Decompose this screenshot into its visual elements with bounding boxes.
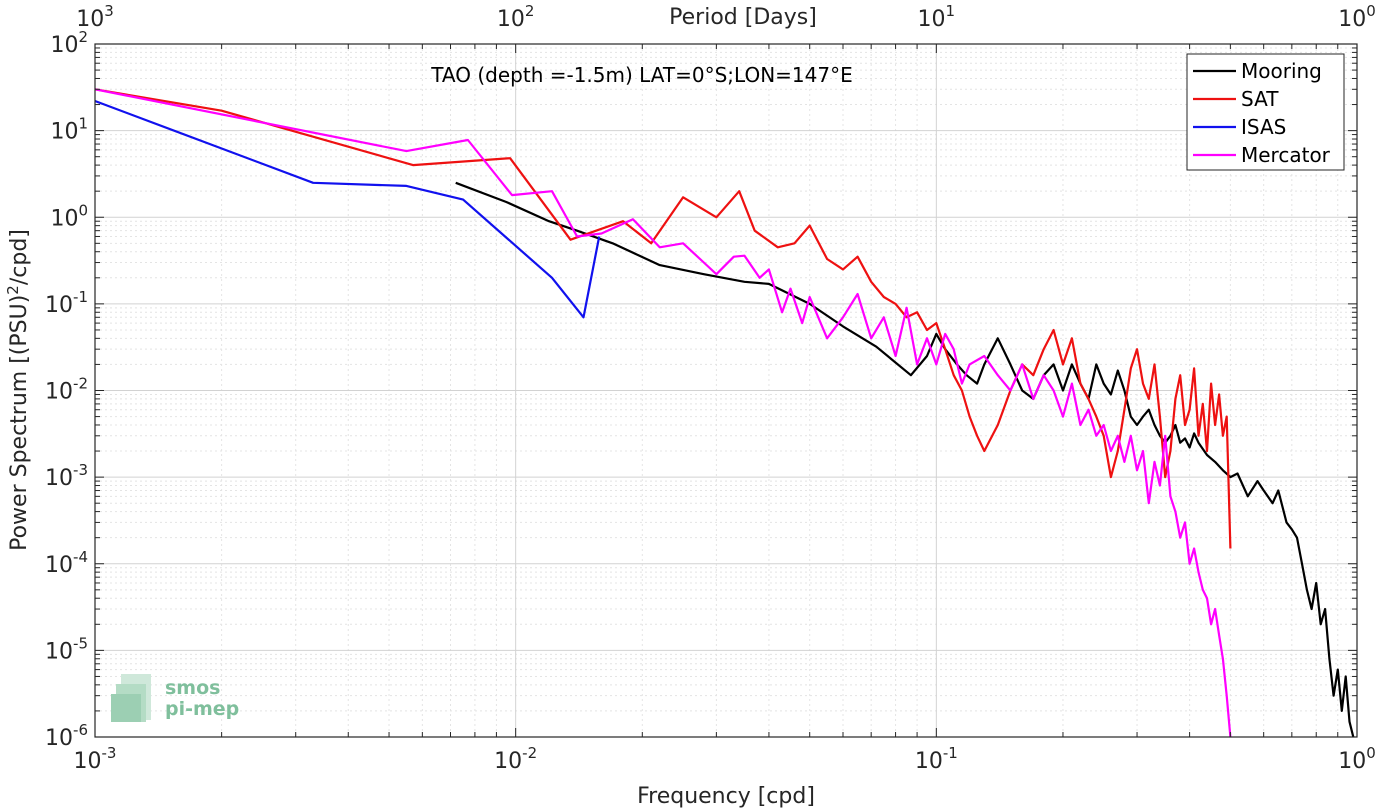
y-tick-label: 10-5 [45,634,88,664]
x-tick-label: 10-3 [74,744,117,774]
x-tick-label: 100 [1338,744,1376,774]
minor-grid [95,44,1357,737]
chart-title: TAO (depth =-1.5m) LAT=0°S;LON=147°E [430,63,852,87]
y-tick-label: 10-4 [45,548,88,578]
top-axis-label: Period [Days] [669,5,817,30]
top-tick-label: 100 [1338,2,1376,32]
legend-label-mooring: Mooring [1241,59,1322,83]
series-layer [94,88,1355,738]
y-tick-labels: 102 101 100 10-1 10-2 10-3 10-4 10-5 10-6 [45,28,88,751]
top-tick-label: 102 [497,2,535,32]
smos-pi-mep-logo: smos pi-mep [111,674,239,722]
x-tick-label: 10-1 [915,744,958,774]
series-line-sat [94,88,1232,549]
x-tick-label: 10-2 [494,744,537,774]
top-tick-label: 103 [76,2,114,32]
legend-label-sat: SAT [1241,87,1279,111]
y-axis-label: Power Spectrum [(PSU)2/cpd] [4,229,32,551]
legend: Mooring SAT ISAS Mercator [1186,53,1345,171]
series-line-isas [94,99,601,319]
legend-label-isas: ISAS [1241,115,1286,139]
top-tick-labels: 103 102 101 100 [76,2,1376,32]
top-tick-label: 101 [918,2,956,32]
y-tick-label: 100 [50,201,88,231]
y-tick-label: 10-1 [45,288,88,318]
legend-label-mercator: Mercator [1241,143,1331,167]
legend-box [1186,53,1345,171]
y-tick-label: 102 [50,28,88,58]
x-axis-label: Frequency [cpd] [637,784,815,809]
logo-text-pi-mep: pi-mep [165,698,239,720]
logo-text-smos: smos [165,677,220,699]
tick-marks [94,43,1358,738]
series-line-mooring [455,181,1355,738]
y-tick-label: 101 [50,115,88,145]
y-tick-label: 10-2 [45,375,88,405]
y-tick-label: 10-6 [45,721,88,751]
series-line-mercator [94,88,1232,738]
y-tick-label: 10-3 [45,461,88,491]
x-tick-labels: 10-3 10-2 10-1 100 [74,744,1376,774]
